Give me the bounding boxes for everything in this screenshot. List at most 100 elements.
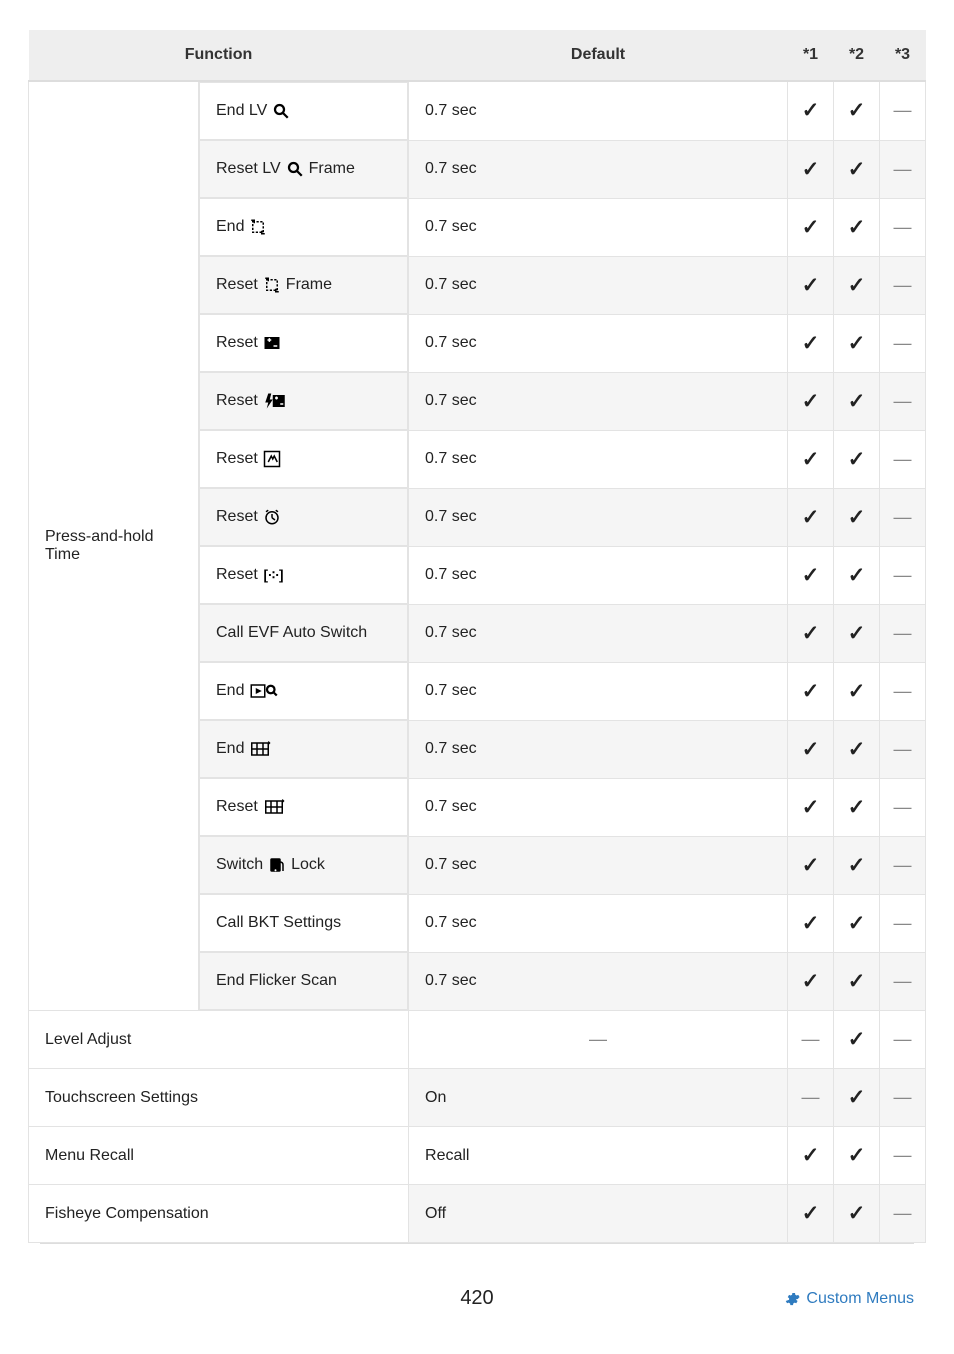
dash-icon: —: [894, 681, 912, 701]
default-cell: 0.7 sec: [409, 894, 788, 952]
dash-icon: —: [589, 1029, 607, 1049]
check-icon: ✓: [802, 622, 820, 645]
check-icon: ✓: [802, 1144, 820, 1167]
th-default: Default: [409, 30, 788, 81]
check-icon: ✓: [802, 680, 820, 703]
default-cell: 0.7 sec: [409, 256, 788, 314]
function-cell: Call BKT Settings: [216, 914, 341, 932]
check-icon: ✓: [802, 506, 820, 529]
check-icon: ✓: [848, 158, 866, 181]
check-icon: ✓: [848, 1028, 866, 1051]
check-icon: ✓: [848, 970, 866, 993]
dash-icon: —: [894, 100, 912, 120]
table-row: Touchscreen SettingsOn—✓—: [29, 1069, 926, 1127]
grid-icon: [263, 798, 285, 816]
dash-icon: —: [894, 159, 912, 179]
function-cell: Reset: [216, 392, 287, 410]
magnify-icon: [286, 160, 304, 178]
th-c3: *3: [880, 30, 926, 81]
dash-icon: —: [894, 217, 912, 237]
wb-box-icon: [263, 450, 281, 468]
function-cell: Reset: [216, 334, 281, 352]
check-icon: ✓: [802, 970, 820, 993]
check-icon: ✓: [802, 912, 820, 935]
page-footer: 420 Custom Menus: [0, 1287, 954, 1310]
th-c2: *2: [834, 30, 880, 81]
check-icon: ✓: [802, 796, 820, 819]
check-icon: ✓: [802, 274, 820, 297]
check-icon: ✓: [802, 390, 820, 413]
crop-arrow-icon: [249, 218, 267, 236]
gear-icon: [784, 1291, 800, 1307]
default-cell: 0.7 sec: [409, 546, 788, 604]
check-icon: ✓: [802, 158, 820, 181]
function-cell: Reset LVFrame: [216, 160, 355, 178]
function-cell: Call EVF Auto Switch: [216, 624, 367, 642]
check-icon: ✓: [802, 738, 820, 761]
settings-table: Function Default *1 *2 *3 Press-and-hold…: [28, 30, 926, 1243]
check-icon: ✓: [848, 912, 866, 935]
function-cell: Touchscreen Settings: [29, 1069, 409, 1127]
check-icon: ✓: [848, 390, 866, 413]
check-icon: ✓: [848, 332, 866, 355]
dash-icon: —: [894, 507, 912, 527]
custom-menus-label: Custom Menus: [806, 1290, 914, 1308]
group-label: Press-and-hold Time: [29, 81, 199, 1011]
dash-icon: —: [894, 565, 912, 585]
th-c1: *1: [788, 30, 834, 81]
dash-icon: —: [894, 449, 912, 469]
default-cell: 0.7 sec: [409, 488, 788, 546]
check-icon: ✓: [802, 564, 820, 587]
dash-icon: —: [894, 1029, 912, 1049]
check-icon: ✓: [802, 1202, 820, 1225]
function-cell: Menu Recall: [29, 1127, 409, 1185]
function-cell: Level Adjust: [29, 1011, 409, 1069]
function-cell: ResetFrame: [216, 276, 332, 294]
dash-icon: —: [894, 275, 912, 295]
default-cell: 0.7 sec: [409, 720, 788, 778]
check-icon: ✓: [848, 99, 866, 122]
dash-icon: —: [894, 739, 912, 759]
check-icon: ✓: [848, 564, 866, 587]
check-icon: ✓: [802, 448, 820, 471]
af-target-icon: [∙∶∙]: [263, 566, 285, 584]
check-icon: ✓: [848, 1086, 866, 1109]
function-cell: End: [216, 740, 271, 758]
check-icon: ✓: [848, 274, 866, 297]
function-cell: Reset: [216, 798, 285, 816]
magnify-icon: [272, 102, 290, 120]
default-cell: 0.7 sec: [409, 314, 788, 372]
dash-icon: —: [894, 1203, 912, 1223]
svg-text:[∙∶∙]: [∙∶∙]: [263, 568, 283, 583]
check-icon: ✓: [848, 738, 866, 761]
exposure-icon: [263, 334, 281, 352]
dash-icon: —: [894, 971, 912, 991]
table-row: Menu RecallRecall✓✓—: [29, 1127, 926, 1185]
dash-icon: —: [894, 1087, 912, 1107]
self-timer-icon: [263, 508, 281, 526]
dash-icon: —: [894, 333, 912, 353]
check-icon: ✓: [848, 622, 866, 645]
touch-lock-icon: [268, 856, 286, 874]
check-icon: ✓: [848, 1144, 866, 1167]
function-cell: SwitchLock: [216, 856, 325, 874]
crop-arrow-icon: [263, 276, 281, 294]
check-icon: ✓: [802, 854, 820, 877]
default-cell: Off: [409, 1185, 788, 1243]
grid-icon: [249, 740, 271, 758]
check-icon: ✓: [848, 506, 866, 529]
table-row: Fisheye CompensationOff✓✓—: [29, 1185, 926, 1243]
function-cell: End Flicker Scan: [216, 972, 337, 990]
dash-icon: —: [894, 391, 912, 411]
function-cell: Reset: [216, 508, 281, 526]
default-cell: 0.7 sec: [409, 662, 788, 720]
dash-icon: —: [802, 1029, 820, 1049]
dash-icon: —: [894, 797, 912, 817]
default-cell: 0.7 sec: [409, 140, 788, 198]
function-cell: End LV: [216, 102, 290, 120]
dash-icon: —: [894, 1145, 912, 1165]
check-icon: ✓: [802, 332, 820, 355]
check-icon: ✓: [802, 216, 820, 239]
custom-menus-link[interactable]: Custom Menus: [784, 1290, 914, 1308]
default-cell: 0.7 sec: [409, 81, 788, 140]
